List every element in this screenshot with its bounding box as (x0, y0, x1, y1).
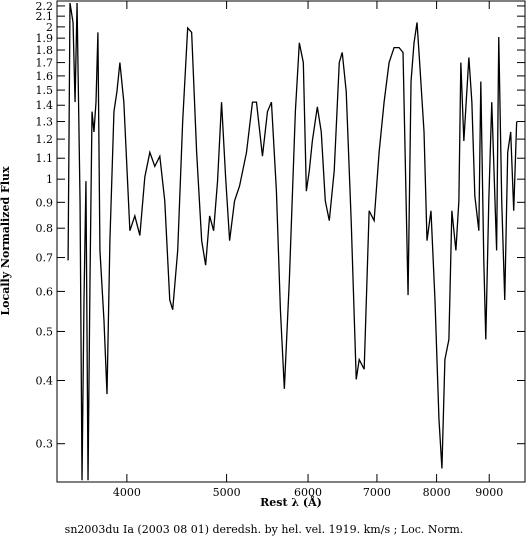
y-tick-label: 1.2 (36, 133, 54, 146)
x-tick-label: 5000 (213, 486, 241, 499)
y-tick-label: 2.1 (36, 10, 54, 23)
y-tick-label: 1.7 (36, 57, 54, 70)
y-tick-label: 0.4 (36, 374, 54, 387)
y-tick-label: 0.5 (36, 325, 54, 338)
y-tick-label: 2.2 (36, 0, 54, 13)
x-tick-label: 8000 (423, 486, 451, 499)
y-tick-label: 0.9 (36, 196, 54, 209)
y-tick-label: 1 (46, 173, 53, 186)
y-tick-label: 0.6 (36, 285, 54, 298)
y-tick-label: 1.3 (36, 116, 54, 129)
y-tick-label: 1.9 (36, 32, 54, 45)
y-tick-label: 1.1 (36, 152, 54, 165)
y-tick-label: 0.3 (36, 438, 54, 451)
y-axis-label: Locally Normalized Flux (0, 166, 12, 316)
y-tick-label: 0.7 (36, 252, 54, 265)
y-tick-label: 1.5 (36, 84, 54, 97)
x-tick-label: 7000 (363, 486, 391, 499)
x-tick-label: 6000 (294, 486, 322, 499)
chart-title: sn2003du Ia (2003 08 01) deredsh. by hel… (65, 523, 464, 536)
x-axis-label: Rest λ (Å) (260, 495, 322, 509)
y-tick-label: 1.4 (36, 99, 54, 112)
y-tick-label: 0.8 (36, 222, 54, 235)
y-tick-label: 2 (46, 21, 53, 34)
spectrum-line (67, 2, 518, 481)
x-tick-label: 4000 (113, 486, 141, 499)
y-tick-label: 1.8 (36, 44, 54, 57)
plot-frame (56, 0, 526, 483)
y-tick-label: 1.6 (36, 70, 54, 83)
x-tick-label: 9000 (475, 486, 503, 499)
